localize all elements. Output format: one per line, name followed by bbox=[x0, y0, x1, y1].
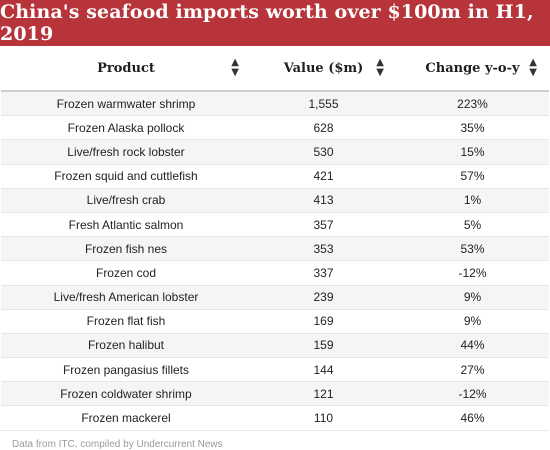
column-header-label: Product bbox=[97, 60, 155, 76]
cell-change: 1% bbox=[396, 188, 549, 213]
cell-value: 159 bbox=[251, 333, 396, 359]
table-row: Frozen warmwater shrimp 1,555 223% bbox=[1, 91, 549, 117]
cell-value: 121 bbox=[251, 381, 396, 407]
table-row: Frozen mackerel 110 46% bbox=[1, 405, 549, 431]
sort-arrows-icon[interactable]: ▲ ▼ bbox=[376, 57, 384, 78]
table-row: Live/fresh American lobster 239 9% bbox=[1, 285, 549, 310]
cell-product: Frozen fish nes bbox=[1, 236, 251, 262]
cell-value: 628 bbox=[251, 115, 396, 141]
cell-change: 27% bbox=[396, 357, 549, 383]
table-row: Frozen halibut 159 44% bbox=[1, 333, 549, 359]
cell-value: 357 bbox=[251, 212, 396, 238]
cell-value: 413 bbox=[251, 188, 396, 213]
table-row: Fresh Atlantic salmon 357 5% bbox=[1, 212, 549, 238]
table-row: Frozen cod 337 -12% bbox=[1, 260, 549, 286]
cell-change: 53% bbox=[396, 236, 549, 262]
cell-product: Live/fresh rock lobster bbox=[1, 139, 251, 165]
cell-change: 5% bbox=[396, 212, 549, 238]
cell-value: 239 bbox=[251, 285, 396, 310]
cell-change: 223% bbox=[396, 91, 549, 117]
chart-title: China's seafood imports worth over $100m… bbox=[0, 0, 550, 46]
column-header-value[interactable]: Value ($m) ▲ ▼ bbox=[251, 46, 396, 92]
cell-product: Live/fresh American lobster bbox=[1, 285, 251, 310]
table-row: Frozen Alaska pollock 628 35% bbox=[1, 115, 549, 141]
cell-value: 1,555 bbox=[251, 91, 396, 117]
table-row: Frozen flat fish 169 9% bbox=[1, 309, 549, 334]
column-header-change[interactable]: Change y-o-y ▲ ▼ bbox=[396, 46, 549, 92]
cell-product: Frozen halibut bbox=[1, 333, 251, 359]
table-row: Live/fresh crab 413 1% bbox=[1, 188, 549, 213]
cell-product: Frozen Alaska pollock bbox=[1, 115, 251, 141]
cell-product: Frozen squid and cuttlefish bbox=[1, 164, 251, 189]
table-row: Frozen fish nes 353 53% bbox=[1, 236, 549, 262]
data-table: Product ▲ ▼ Value ($m) ▲ ▼ Change y-o-y ▲ ▼… bbox=[1, 46, 549, 431]
table-row: Frozen squid and cuttlefish 421 57% bbox=[1, 164, 549, 189]
cell-product: Frozen flat fish bbox=[1, 309, 251, 334]
cell-change: 15% bbox=[396, 139, 549, 165]
sort-arrows-icon[interactable]: ▲ ▼ bbox=[529, 57, 537, 78]
cell-value: 337 bbox=[251, 260, 396, 286]
data-table-container: Product ▲ ▼ Value ($m) ▲ ▼ Change y-o-y ▲ ▼… bbox=[0, 46, 550, 431]
cell-value: 353 bbox=[251, 236, 396, 262]
column-header-product[interactable]: Product ▲ ▼ bbox=[1, 46, 251, 92]
cell-value: 169 bbox=[251, 309, 396, 334]
cell-product: Frozen cod bbox=[1, 260, 251, 286]
cell-value: 144 bbox=[251, 357, 396, 383]
table-row: Frozen coldwater shrimp 121 -12% bbox=[1, 381, 549, 407]
column-header-label: Value ($m) bbox=[283, 60, 364, 76]
cell-product: Fresh Atlantic salmon bbox=[1, 212, 251, 238]
cell-change: 35% bbox=[396, 115, 549, 141]
cell-change: 46% bbox=[396, 405, 549, 431]
cell-product: Frozen pangasius fillets bbox=[1, 357, 251, 383]
header-row: Product ▲ ▼ Value ($m) ▲ ▼ Change y-o-y ▲ ▼ bbox=[1, 46, 549, 92]
column-header-label: Change y-o-y bbox=[425, 60, 520, 76]
cell-change: 57% bbox=[396, 164, 549, 189]
cell-product: Frozen coldwater shrimp bbox=[1, 381, 251, 407]
cell-value: 421 bbox=[251, 164, 396, 189]
table-body: Frozen warmwater shrimp 1,555 223% Frozen A… bbox=[1, 91, 549, 431]
source-note: Data from ITC, compiled by Undercurrent … bbox=[12, 438, 223, 450]
table-row: Frozen pangasius fillets 144 27% bbox=[1, 357, 549, 383]
cell-change: 44% bbox=[396, 333, 549, 359]
table-row: Live/fresh rock lobster 530 15% bbox=[1, 139, 549, 165]
cell-change: 9% bbox=[396, 309, 549, 334]
sort-arrows-icon[interactable]: ▲ ▼ bbox=[231, 57, 239, 78]
cell-value: 110 bbox=[251, 405, 396, 431]
cell-product: Live/fresh crab bbox=[1, 188, 251, 213]
cell-change: -12% bbox=[396, 381, 549, 407]
cell-value: 530 bbox=[251, 139, 396, 165]
cell-product: Frozen mackerel bbox=[1, 405, 251, 431]
cell-change: -12% bbox=[396, 260, 549, 286]
cell-change: 9% bbox=[396, 285, 549, 310]
cell-product: Frozen warmwater shrimp bbox=[1, 91, 251, 117]
